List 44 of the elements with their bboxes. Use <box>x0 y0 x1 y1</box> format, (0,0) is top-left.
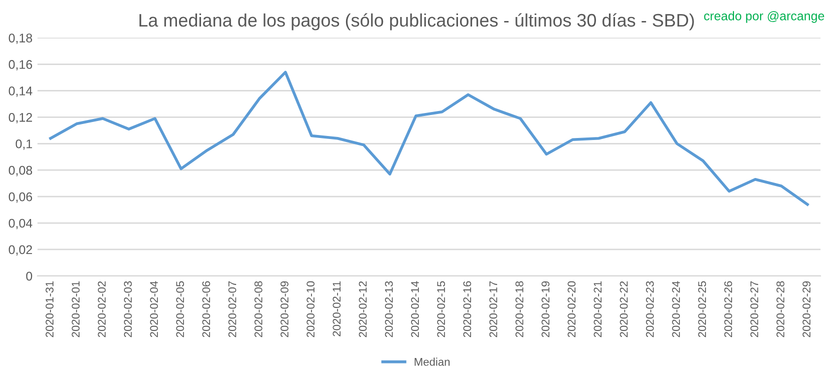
x-tick-label: 2020-02-18 <box>515 281 524 338</box>
x-tick-label: 2020-02-22 <box>620 281 628 338</box>
x-tick-label: 2020-02-17 <box>489 281 498 338</box>
x-tick-label: 2020-02-09 <box>280 281 288 338</box>
y-tick-label: 0,06 <box>8 192 32 203</box>
x-tick-label: 2020-02-04 <box>150 281 158 338</box>
x-tick-label: 2020-02-25 <box>698 281 706 338</box>
y-tick-label: 0,14 <box>8 86 32 97</box>
text: creado por @arcange <box>704 11 824 23</box>
x-tick-label: 2020-02-13 <box>384 281 393 338</box>
x-tick-label: 2020-02-27 <box>750 281 758 338</box>
line-series <box>49 70 809 206</box>
x-tick-label: 2020-02-05 <box>176 281 184 338</box>
x-tick-label: 2020-02-10 <box>306 281 315 338</box>
x-tick-label: 2020-02-14 <box>411 281 419 338</box>
y-tick-label: 0,18 <box>8 34 32 44</box>
x-tick-label: 2020-02-20 <box>568 281 576 338</box>
x-tick-label: 2020-02-02 <box>98 281 106 338</box>
x-tick-label: 2020-02-24 <box>672 281 680 338</box>
x-tick-label: 2020-02-08 <box>254 281 262 338</box>
x-tick-label: 2020-02-07 <box>228 281 236 338</box>
y-tick-label: 0,04 <box>8 218 32 230</box>
x-tick-label: 2020-02-12 <box>358 281 367 338</box>
x-tick-label: 2020-02-19 <box>542 281 550 338</box>
x-tick-label: 2020-02-06 <box>202 281 210 338</box>
x-tick-label: 2020-02-26 <box>724 281 732 338</box>
y-tick-label: 0 <box>26 272 32 281</box>
x-tick-label: 2020-02-01 <box>72 281 80 338</box>
x-tick-label: 2020-02-29 <box>802 281 810 338</box>
x-tick-label: 2020-02-16 <box>463 281 472 338</box>
y-tick-label: 0,08 <box>8 166 32 176</box>
y-tick-label: 0,16 <box>8 60 32 70</box>
x-tick-label: 2020-02-28 <box>776 281 784 338</box>
legend-label: Median <box>414 358 450 366</box>
chart-title: La mediana de los pagos (sólo publicaciones - últimos 30 días - SBD) <box>139 13 694 30</box>
x-tick-label: 2020-02-23 <box>646 281 654 338</box>
x-tick-label: 2020-02-15 <box>437 281 446 338</box>
y-tick-label: 0,12 <box>8 112 32 124</box>
x-tick-label: 2020-02-03 <box>124 281 132 338</box>
y-tick-label: 0,02 <box>8 245 32 256</box>
x-tick-label: 2020-02-11 <box>332 281 341 336</box>
x-tick-label: 2020-02-21 <box>594 281 602 338</box>
y-tick-label: 0,1 <box>16 139 32 150</box>
x-tick-label: 2020-01-31 <box>46 281 54 338</box>
